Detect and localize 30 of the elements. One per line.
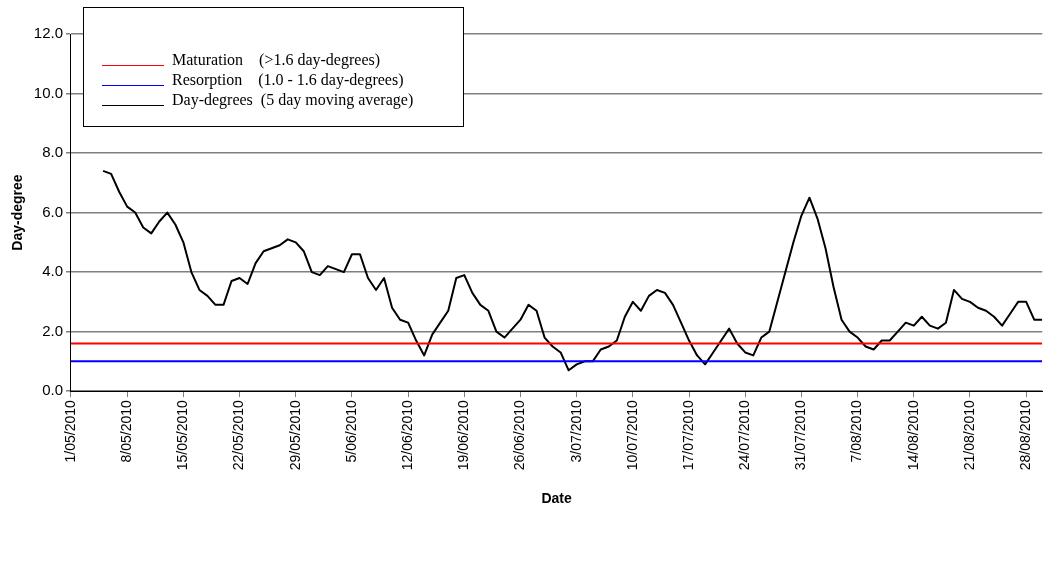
x-tick-label: 8/05/2010 — [118, 399, 135, 463]
y-tick-label: 12.0 — [33, 24, 63, 42]
x-tick-label: 3/07/2010 — [567, 399, 584, 463]
legend-label: Day-degrees (5 day moving average) — [171, 91, 414, 109]
x-tick-label: 1/05/2010 — [61, 399, 78, 463]
y-tick-label: 8.0 — [42, 143, 63, 161]
x-tick-label: 12/06/2010 — [398, 399, 415, 471]
y-axis-title: Day-degree — [9, 174, 26, 251]
x-tick-label: 24/07/2010 — [736, 399, 753, 471]
x-tick-label: 28/08/2010 — [1017, 399, 1034, 471]
y-tick-label: 2.0 — [42, 321, 63, 339]
x-tick-label: 22/05/2010 — [230, 399, 247, 471]
y-tick-label: 6.0 — [42, 202, 63, 220]
x-tick-label: 14/08/2010 — [904, 399, 921, 471]
legend-label: Resorption (1.0 - 1.6 day-degrees) — [171, 71, 404, 89]
x-tick-label: 7/08/2010 — [848, 399, 865, 463]
x-tick-label: 19/06/2010 — [455, 399, 472, 471]
x-tick-label: 31/07/2010 — [792, 399, 809, 471]
x-tick-label: 29/05/2010 — [286, 399, 303, 471]
x-tick-label: 17/07/2010 — [679, 399, 696, 471]
y-tick-label: 4.0 — [42, 262, 63, 280]
x-tick-label: 21/08/2010 — [960, 399, 977, 471]
x-tick-label: 10/07/2010 — [623, 399, 640, 471]
legend-label: Maturation (>1.6 day-degrees) — [171, 51, 381, 69]
x-tick-label: 5/06/2010 — [342, 399, 359, 463]
y-tick-label: 10.0 — [33, 83, 63, 101]
x-tick-label: 15/05/2010 — [174, 399, 191, 471]
x-axis-title: Date — [541, 490, 572, 507]
x-tick-label: 26/06/2010 — [511, 399, 528, 471]
y-tick-label: 0.0 — [42, 381, 63, 399]
